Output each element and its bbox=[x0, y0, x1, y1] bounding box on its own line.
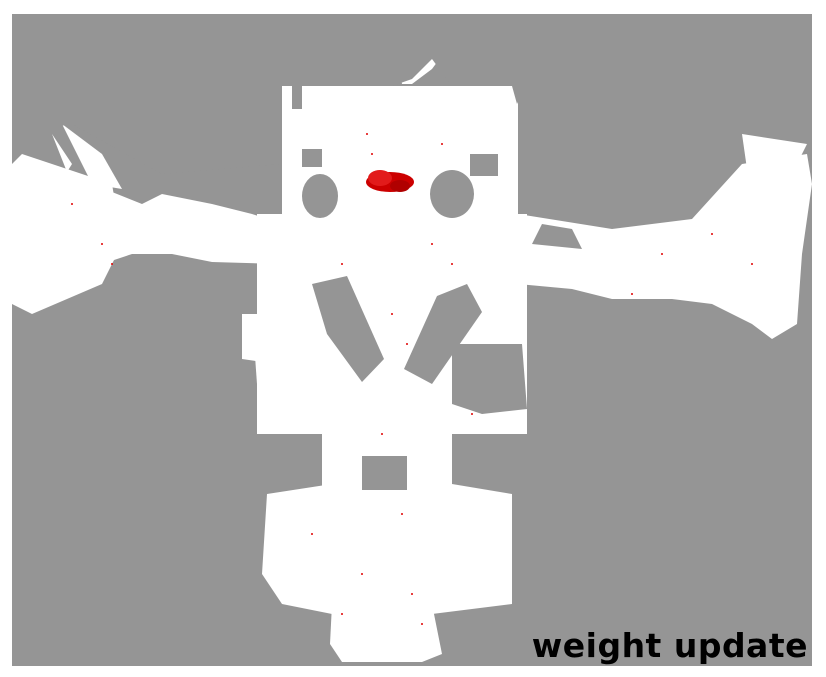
occupancy-map bbox=[12, 14, 812, 666]
map-caption: weight update bbox=[531, 626, 808, 665]
map-canvas bbox=[12, 14, 812, 662]
obstacle-regions bbox=[12, 14, 812, 490]
particle-cluster bbox=[366, 170, 414, 192]
particle-cloud bbox=[71, 133, 753, 625]
free-space-region bbox=[12, 16, 812, 662]
